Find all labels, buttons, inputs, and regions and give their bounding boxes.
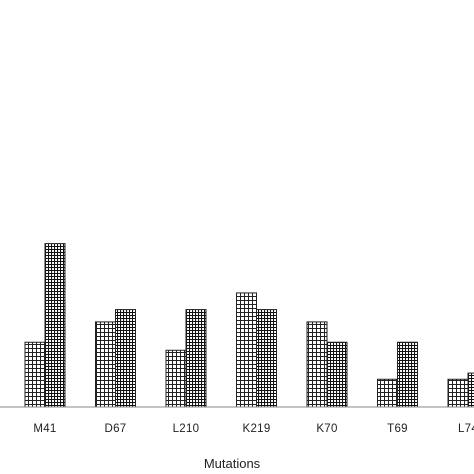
x-tick-label-m41: M41 [33,423,56,435]
bar-m41-series-2 [44,243,66,408]
x-tick-label-t69: T69 [387,423,408,435]
x-axis-title: Mutations [204,456,261,471]
bar-l210-series-1 [165,349,187,408]
bar-t69-series-2 [397,341,418,408]
bar-t69-series-1 [377,378,398,408]
bar-l74-series-1 [447,378,469,408]
bar-k219-series-2 [256,309,277,408]
bar-m41-series-1 [24,341,46,408]
x-tick-label-k70: K70 [316,423,337,435]
x-tick-label-l210: L210 [173,423,200,435]
x-tick-labels: M41 D67 L210 K219 K70 T69 L74 [33,423,474,435]
bar-k70-series-1 [306,321,328,408]
bar-k219-series-1 [236,292,257,408]
x-tick-label-d67: D67 [105,423,127,435]
bar-k70-series-2 [326,341,348,408]
bar-d67-series-2 [115,309,136,408]
bar-l210-series-2 [185,309,207,408]
bar-d67-series-1 [95,321,116,408]
bars-group [24,243,474,408]
x-tick-label-k219: K219 [242,423,270,435]
x-tick-label-l74: L74 [458,423,474,435]
bar-l74-series-2 [467,372,474,408]
